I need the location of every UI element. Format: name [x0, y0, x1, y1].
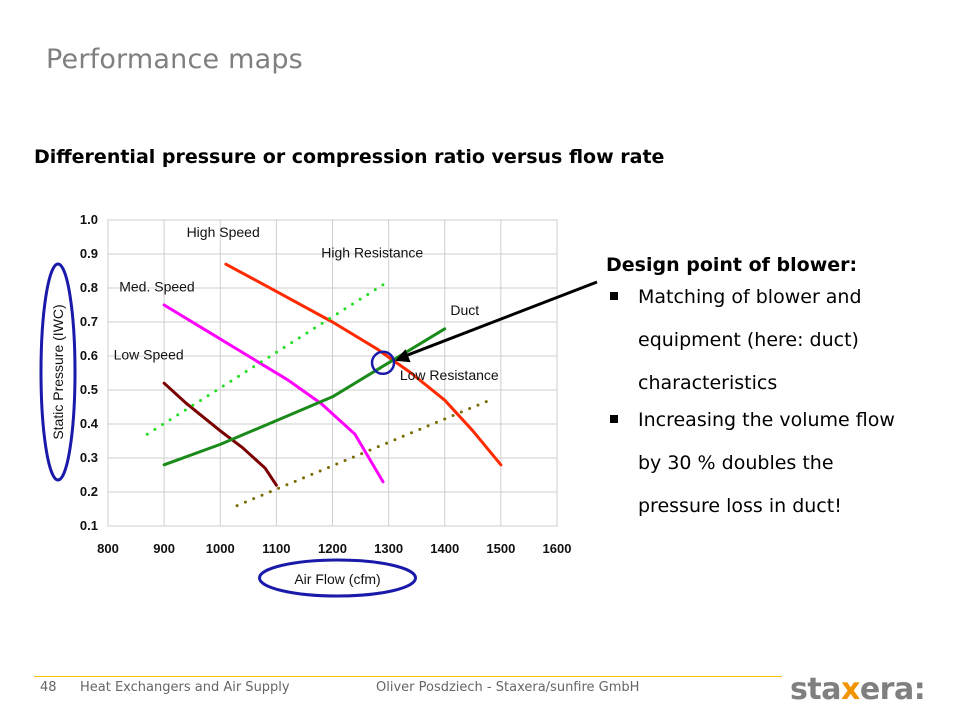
series-label: Med. Speed: [119, 278, 195, 294]
y-tick-label: 0.2: [80, 484, 98, 499]
footer-author: Oliver Posdziech - Staxera/sunfire GmbH: [376, 680, 640, 695]
square-bullet-icon: [610, 415, 618, 423]
footer-topic: Heat Exchangers and Air Supply: [80, 680, 290, 695]
logo-accent-letter: x: [840, 672, 860, 707]
series-label: High Resistance: [321, 244, 423, 260]
design-point-circle: [370, 350, 396, 376]
slide-title: Performance maps: [46, 44, 303, 75]
slide-subtitle: Differential pressure or compression rat…: [34, 146, 665, 168]
y-tick-label: 0.4: [80, 416, 99, 431]
x-tick-label: 1400: [430, 541, 459, 556]
y-axis-highlight-ellipse: [39, 262, 77, 482]
series-line-high-resistance: [145, 279, 391, 436]
design-point-panel: Design point of blower: Matching of blow…: [606, 254, 946, 528]
page-number: 48: [40, 680, 57, 695]
y-tick-label: 0.6: [80, 348, 98, 363]
x-tick-label: 1200: [318, 541, 347, 556]
bullet-line: by 30 % doubles the: [638, 452, 834, 474]
design-bullet-2: Increasing the volume flow by 30 % doubl…: [606, 399, 946, 528]
x-tick-label: 1600: [543, 541, 572, 556]
bullet-line: characteristics: [638, 372, 778, 394]
y-tick-label: 0.7: [80, 314, 98, 329]
design-point-heading: Design point of blower:: [606, 254, 858, 276]
staxera-logo: staxera:: [790, 672, 926, 707]
x-tick-label: 1100: [262, 541, 290, 556]
x-axis-highlight-ellipse: [258, 558, 417, 598]
y-tick-label: 1.0: [80, 212, 98, 227]
series-label: Low Speed: [114, 346, 184, 362]
x-tick-label: 800: [97, 541, 119, 556]
series-label: Low Resistance: [400, 367, 499, 383]
y-tick-label: 0.9: [80, 246, 98, 261]
y-tick-label: 0.8: [80, 280, 98, 295]
y-axis-label: Static Pressure (IWC): [50, 304, 66, 439]
series-line-duct: [162, 327, 447, 467]
square-bullet-icon: [610, 292, 618, 300]
series-label: Duct: [450, 302, 479, 318]
y-tick-label: 0.3: [80, 450, 98, 465]
y-tick-label: 0.5: [80, 382, 98, 397]
bullet-line: Increasing the volume flow: [638, 409, 895, 431]
series-label: High Speed: [187, 224, 260, 240]
bullet-line: Matching of blower and: [638, 286, 862, 308]
x-axis-label: Air Flow (cfm): [294, 571, 380, 587]
pointer-arrow-head-icon: [395, 349, 411, 363]
bullet-line: pressure loss in duct!: [638, 495, 842, 517]
footer-divider: [34, 676, 782, 677]
bullet-line: equipment (here: duct): [638, 329, 859, 351]
series-line-med-speed: [162, 303, 385, 484]
logo-text: staxera:: [790, 672, 926, 707]
x-tick-label: 1500: [486, 541, 515, 556]
x-tick-label: 1000: [206, 541, 235, 556]
series-line-low-resistance: [235, 398, 492, 508]
pointer-arrow-line: [402, 280, 598, 359]
design-bullet-1: Matching of blower and equipment (here: …: [606, 276, 946, 405]
x-tick-label: 900: [153, 541, 175, 556]
x-tick-label: 1300: [374, 541, 403, 556]
y-tick-label: 0.1: [80, 518, 98, 533]
